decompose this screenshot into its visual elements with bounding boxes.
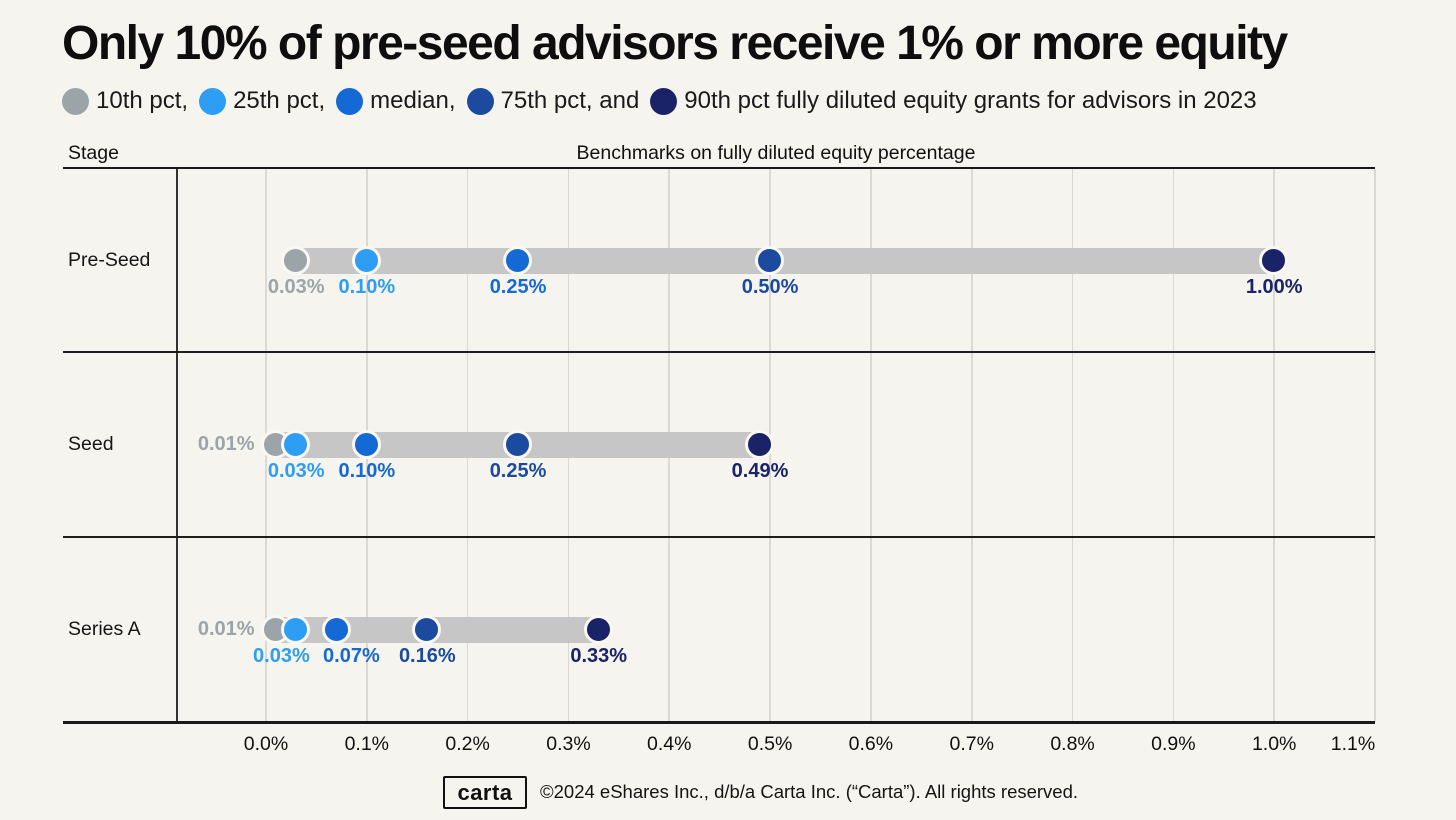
x-tick-label: 0.4% (647, 733, 692, 755)
stage-label-pre-seed: Pre-Seed (68, 248, 151, 271)
copyright-text: ©2024 eShares Inc., d/b/a Carta Inc. (“C… (540, 781, 1079, 802)
row-separator (63, 536, 1375, 538)
value-label-75th-pct: 0.16% (398, 644, 456, 667)
value-label-75th-pct: 0.25% (489, 459, 547, 482)
value-label-90th-pct: 1.00% (1245, 275, 1303, 298)
value-label-25th-pct: 0.10% (338, 275, 396, 298)
10th-percentile-legend-label: 10th pct, (96, 87, 189, 114)
25th-pct-dot (281, 614, 311, 644)
row-separator (63, 351, 1375, 353)
value-label-median: 0.10% (338, 459, 396, 482)
90th-pct-dot (745, 429, 775, 459)
value-label-10th-pct: 0.03% (267, 275, 325, 298)
x-tick-label: 0.9% (1151, 733, 1196, 755)
x-tick-label: 0.0% (243, 733, 289, 755)
75th-pct-dot (412, 614, 442, 644)
75th-percentile-legend-label: 75th pct, and (500, 87, 640, 114)
90th-percentile-legend-swatch (650, 87, 678, 115)
x-tick-label: 0.1% (344, 733, 390, 755)
value-label-90th-pct: 0.33% (570, 644, 628, 667)
header-rule (63, 166, 1375, 170)
25th-pct-dot (351, 245, 381, 275)
median-dot (351, 429, 381, 459)
90th-pct-dot (1259, 245, 1289, 275)
value-label-90th-pct: 0.49% (731, 459, 789, 482)
x-tick-label: 0.2% (445, 733, 490, 755)
value-label-median: 0.25% (489, 275, 547, 298)
90th-percentile-legend-label: 90th pct fully diluted equity grants for… (684, 87, 1257, 114)
90th-pct-dot (583, 614, 613, 644)
75th-percentile-legend-swatch (466, 87, 494, 115)
value-label-25th-pct: 0.03% (267, 459, 325, 482)
x-tick-label: 0.7% (949, 733, 994, 755)
x-axis-line (63, 721, 1375, 724)
25th-pct-dot (281, 429, 311, 459)
value-label-75th-pct: 0.50% (741, 275, 799, 298)
chart-title: Only 10% of pre-seed advisors receive 1%… (62, 17, 1288, 70)
gridline-0.6% (870, 169, 872, 722)
stage-label-series-a: Series A (68, 617, 141, 640)
25th-percentile-legend-swatch (199, 87, 227, 115)
stage-divider-line (176, 169, 178, 722)
gridline-1.0% (1273, 169, 1275, 722)
value-label-10th-pct: 0.01% (197, 432, 255, 455)
25th-percentile-legend-label: 25th pct, (233, 87, 326, 114)
stage-label-seed: Seed (68, 432, 114, 455)
x-tick-label: 1.1% (1330, 733, 1376, 755)
gridline-0.9% (1172, 169, 1175, 722)
75th-pct-dot (755, 245, 785, 275)
carta-logo: carta (443, 776, 527, 809)
legend: 10th pct, 25th pct, median, 75th pct, and 90… (62, 86, 1268, 116)
x-tick-label: 0.5% (747, 733, 793, 755)
75th-pct-dot (503, 429, 533, 459)
gridline-0.8% (1071, 169, 1074, 722)
median-dot (321, 614, 351, 644)
10th-percentile-legend-swatch (62, 87, 89, 115)
median-legend-swatch (336, 87, 364, 115)
10th-pct-dot (281, 245, 311, 275)
x-tick-label: 0.3% (546, 733, 591, 755)
x-tick-label: 1.0% (1251, 733, 1297, 755)
percentile-range-bar (282, 247, 1288, 274)
value-label-10th-pct: 0.01% (197, 617, 255, 640)
median-dot (503, 245, 533, 275)
x-tick-label: 0.6% (848, 733, 894, 755)
x-tick-label: 0.8% (1050, 733, 1095, 755)
median-legend-label: median, (370, 87, 456, 114)
benchmarks-column-header: Benchmarks on fully diluted equity perce… (576, 142, 976, 164)
value-label-median: 0.07% (323, 644, 380, 667)
gridline-0.7% (970, 169, 973, 722)
stage-column-header: Stage (68, 142, 119, 164)
gridline-1.1% (1374, 169, 1376, 722)
value-label-25th-pct: 0.03% (253, 644, 310, 667)
